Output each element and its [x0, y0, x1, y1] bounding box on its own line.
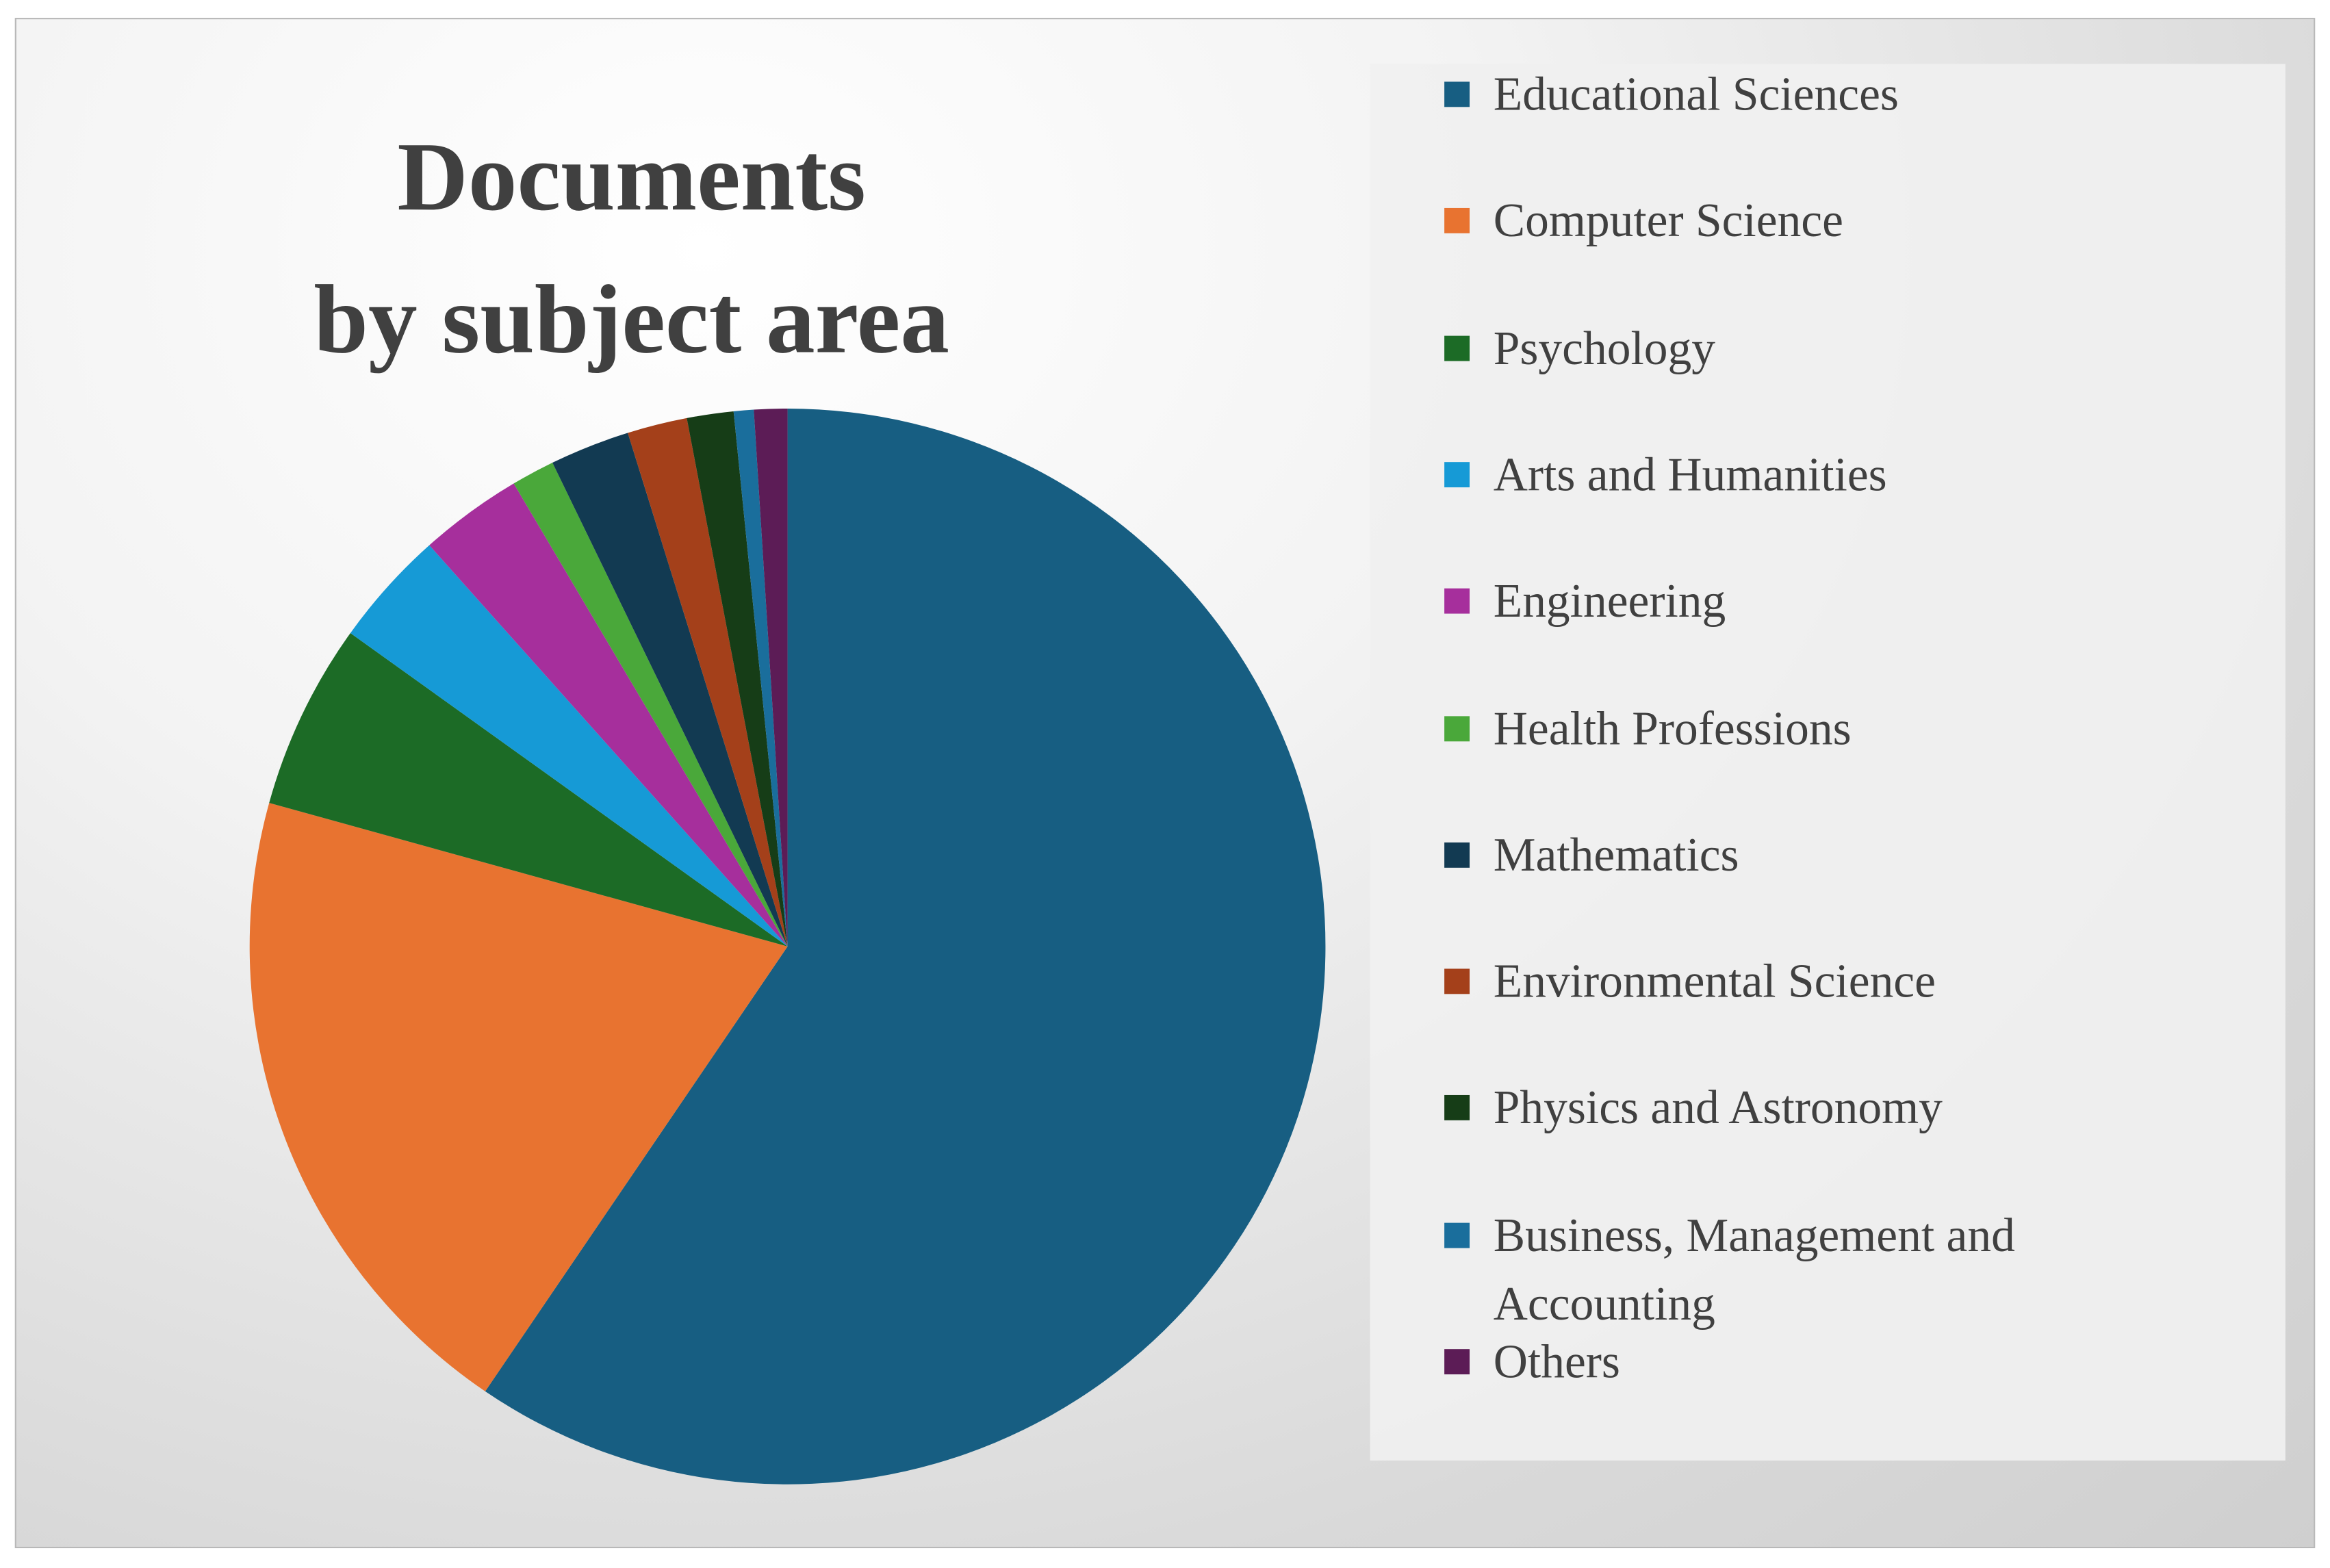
legend-label: Mathematics — [1493, 827, 1739, 881]
legend-item: Educational Sciences — [1444, 60, 2147, 128]
legend-item: Environmental Science — [1444, 947, 2147, 1015]
legend-swatch — [1444, 1222, 1470, 1248]
legend-swatch — [1444, 842, 1470, 868]
pie-slice — [687, 411, 788, 947]
legend-label: Arts and Humanities — [1493, 447, 1887, 501]
legend-item: Others — [1444, 1327, 2147, 1396]
legend-item: Physics and Astronomy — [1444, 1073, 2147, 1142]
legend-label: Physics and Astronomy — [1493, 1081, 1943, 1135]
pie-slice — [754, 408, 788, 947]
legend-label: Engineering — [1493, 574, 1726, 628]
legend-swatch — [1444, 1349, 1470, 1375]
pie-slice — [485, 408, 1326, 1485]
legend-label: Business, Management and Accounting — [1493, 1207, 2015, 1330]
pie-slice — [733, 409, 788, 947]
legend-swatch — [1444, 335, 1470, 361]
legend-label: Health Professions — [1493, 700, 1852, 754]
legend-item: Health Professions — [1444, 693, 2147, 762]
legend-swatch — [1444, 968, 1470, 994]
pie-slice — [269, 632, 788, 947]
legend-item: Mathematics — [1444, 820, 2147, 888]
legend-item: Arts and Humanities — [1444, 439, 2147, 508]
pie-slice — [249, 803, 788, 1391]
legend-swatch — [1444, 1095, 1470, 1121]
legend-swatch — [1444, 715, 1470, 741]
legend-swatch — [1444, 589, 1470, 614]
legend-label: Others — [1493, 1334, 1620, 1388]
legend-item: Computer Science — [1444, 186, 2147, 255]
legend: Educational Sciences Computer Science Psyc… — [1370, 64, 2286, 1461]
legend-item: Engineering — [1444, 567, 2147, 635]
legend-swatch — [1444, 461, 1470, 487]
pie-slice — [628, 417, 788, 947]
pie-slice — [350, 545, 788, 947]
legend-swatch — [1444, 208, 1470, 234]
chart-title: Documents by subject area — [313, 123, 949, 375]
legend-label: Educational Sciences — [1493, 66, 1899, 120]
pie-slice — [552, 433, 788, 947]
legend-item: Psychology — [1444, 313, 2147, 381]
pie-slice — [513, 463, 788, 947]
legend-label: Environmental Science — [1493, 953, 1936, 1008]
legend-label: Psychology — [1493, 320, 1715, 374]
legend-swatch — [1444, 81, 1470, 107]
pie-slice — [429, 483, 788, 947]
legend-label: Computer Science — [1493, 193, 1843, 248]
legend-item: Business, Management and Accounting — [1444, 1200, 2147, 1337]
